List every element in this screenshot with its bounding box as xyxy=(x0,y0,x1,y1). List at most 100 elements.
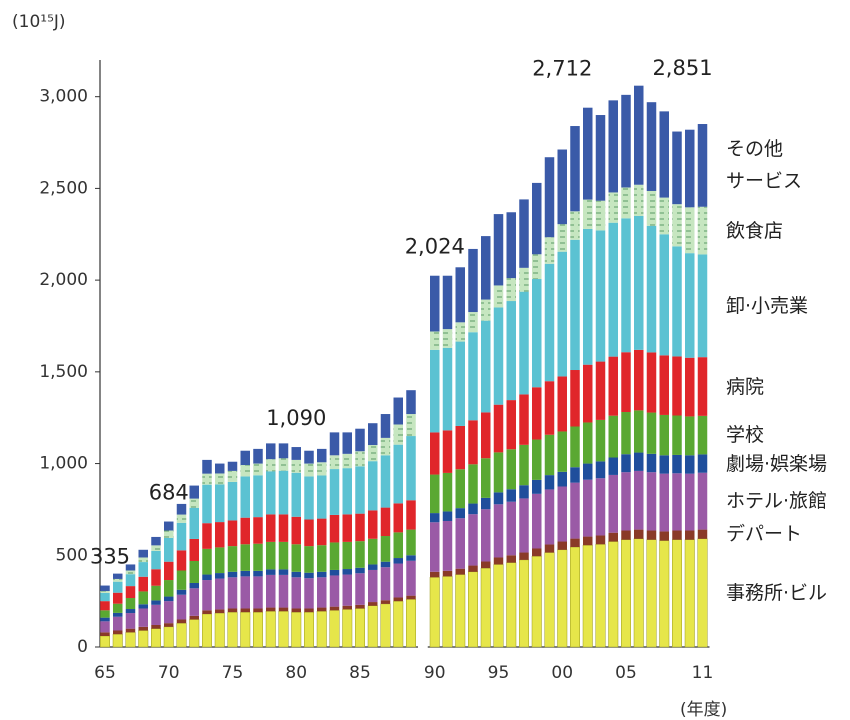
bar-segment xyxy=(659,414,669,456)
bar-segment xyxy=(506,562,517,648)
bar-segment xyxy=(266,459,276,472)
bar-segment xyxy=(164,623,174,627)
bar-segment xyxy=(304,546,314,573)
bar-segment xyxy=(393,532,403,559)
bar-segment xyxy=(112,633,123,648)
bar-segment xyxy=(215,463,225,474)
bar-segment xyxy=(317,518,327,546)
x-tick-label: 75 xyxy=(222,663,244,683)
bar-segment xyxy=(406,390,416,415)
bar-segment xyxy=(291,571,301,578)
bar-segment xyxy=(125,564,136,571)
bar-segment xyxy=(685,416,695,456)
bar-segment xyxy=(583,228,593,365)
bar-segment xyxy=(202,574,212,581)
bar-segment xyxy=(646,102,657,191)
bar-segment xyxy=(595,535,606,545)
bar-segment xyxy=(519,199,529,268)
bar-segment xyxy=(442,430,453,473)
bar-segment xyxy=(342,432,352,454)
bar-segment xyxy=(697,415,708,455)
bar-segment xyxy=(570,546,580,648)
bar-segment xyxy=(291,544,301,572)
bar-segment xyxy=(697,124,708,207)
bar-segment xyxy=(685,530,695,540)
bar-segment xyxy=(634,470,644,530)
bar-segment xyxy=(659,473,669,532)
bar-segment xyxy=(151,569,161,586)
bar-segment xyxy=(697,472,708,530)
x-tick-label: 90 xyxy=(424,663,446,683)
bar-segment xyxy=(406,599,416,648)
bar-segment xyxy=(380,437,391,456)
bar-segment xyxy=(506,449,516,490)
bar-segment xyxy=(621,412,631,455)
bar-segment xyxy=(202,613,212,648)
bar-segment xyxy=(595,419,606,462)
bar-segment xyxy=(215,578,225,610)
bar-segment xyxy=(189,538,199,561)
bar-segment xyxy=(544,475,555,490)
bar-segment xyxy=(304,450,314,464)
bar-segment xyxy=(189,588,199,616)
bar-segment xyxy=(368,510,378,539)
bar-segment xyxy=(355,428,365,452)
bar-segment xyxy=(100,610,110,618)
bar-segment xyxy=(240,465,250,477)
bar-segment xyxy=(493,492,504,505)
bar-segment xyxy=(685,253,695,358)
bar-segment xyxy=(138,626,148,631)
bar-segment xyxy=(583,463,593,480)
bar-segment xyxy=(176,619,187,624)
bar-segment xyxy=(468,464,478,504)
bar-segment xyxy=(317,545,327,572)
bar-segment xyxy=(430,571,440,578)
bar-segment xyxy=(506,278,516,302)
bar-segment xyxy=(266,471,276,515)
bar-segment xyxy=(583,479,593,537)
bar-segment xyxy=(100,592,110,602)
x-tick-label: 85 xyxy=(349,663,371,683)
bar-segment xyxy=(634,410,644,453)
bar-segment xyxy=(544,237,555,264)
bar-segment xyxy=(557,251,567,377)
bar-segment xyxy=(304,608,314,613)
bar-segment xyxy=(342,514,352,542)
bar-segment xyxy=(100,591,110,593)
bar-segment xyxy=(544,263,555,382)
bar-segment xyxy=(329,575,340,607)
bar-segment xyxy=(557,486,567,542)
bar-segment xyxy=(215,484,225,523)
unit-label: (10¹⁵J) xyxy=(12,12,66,32)
bar-segment xyxy=(493,452,504,493)
bar-segment xyxy=(304,578,314,609)
bar-segment xyxy=(468,332,478,421)
bar-segment xyxy=(253,448,263,464)
bar-segment xyxy=(621,454,631,473)
bar-segment xyxy=(163,626,174,648)
bar-segment xyxy=(493,564,504,648)
bar-segment xyxy=(342,541,352,570)
bar-segment xyxy=(621,530,631,540)
bar-segment xyxy=(608,415,618,458)
bar-segment xyxy=(634,85,644,185)
bar-segment xyxy=(455,322,465,342)
bar-segment xyxy=(570,239,580,371)
bar-segment xyxy=(113,578,123,582)
legend-label: 卸·小売業 xyxy=(726,294,809,317)
bar-segment xyxy=(125,613,136,629)
bar-segment xyxy=(138,630,149,648)
bar-segment xyxy=(253,576,263,609)
bar-segment xyxy=(176,589,187,595)
bar-segment xyxy=(227,520,238,547)
annotation: 2,851 xyxy=(652,56,712,80)
x-tick-label: 95 xyxy=(488,663,510,683)
bar-segment xyxy=(570,482,580,539)
bar-segment xyxy=(278,458,289,471)
bar-segment xyxy=(646,539,657,648)
annotation: 2,712 xyxy=(532,57,592,81)
bar-segment xyxy=(659,234,669,356)
bar-segment xyxy=(176,622,187,648)
legend-label: 学校 xyxy=(726,424,765,447)
bar-segment xyxy=(215,547,225,574)
